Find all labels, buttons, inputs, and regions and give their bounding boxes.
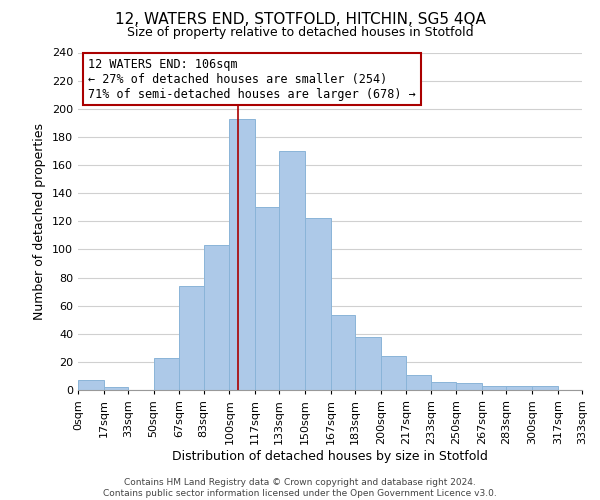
Bar [279, 151, 305, 390]
Bar [406, 374, 431, 390]
Bar [506, 386, 532, 390]
X-axis label: Distribution of detached houses by size in Stotfold: Distribution of detached houses by size … [172, 450, 488, 462]
Bar [154, 358, 179, 390]
Bar [331, 316, 355, 390]
Bar [104, 387, 128, 390]
Bar [482, 386, 506, 390]
Bar [305, 218, 331, 390]
Bar [381, 356, 406, 390]
Bar [78, 380, 104, 390]
Bar [431, 382, 457, 390]
Text: 12 WATERS END: 106sqm
← 27% of detached houses are smaller (254)
71% of semi-det: 12 WATERS END: 106sqm ← 27% of detached … [88, 58, 416, 100]
Bar [532, 386, 558, 390]
Text: Contains HM Land Registry data © Crown copyright and database right 2024.
Contai: Contains HM Land Registry data © Crown c… [103, 478, 497, 498]
Text: Size of property relative to detached houses in Stotfold: Size of property relative to detached ho… [127, 26, 473, 39]
Bar [457, 383, 482, 390]
Bar [179, 286, 203, 390]
Bar [355, 336, 381, 390]
Y-axis label: Number of detached properties: Number of detached properties [34, 122, 46, 320]
Bar [255, 207, 279, 390]
Bar [229, 118, 255, 390]
Text: 12, WATERS END, STOTFOLD, HITCHIN, SG5 4QA: 12, WATERS END, STOTFOLD, HITCHIN, SG5 4… [115, 12, 485, 28]
Bar [203, 245, 229, 390]
